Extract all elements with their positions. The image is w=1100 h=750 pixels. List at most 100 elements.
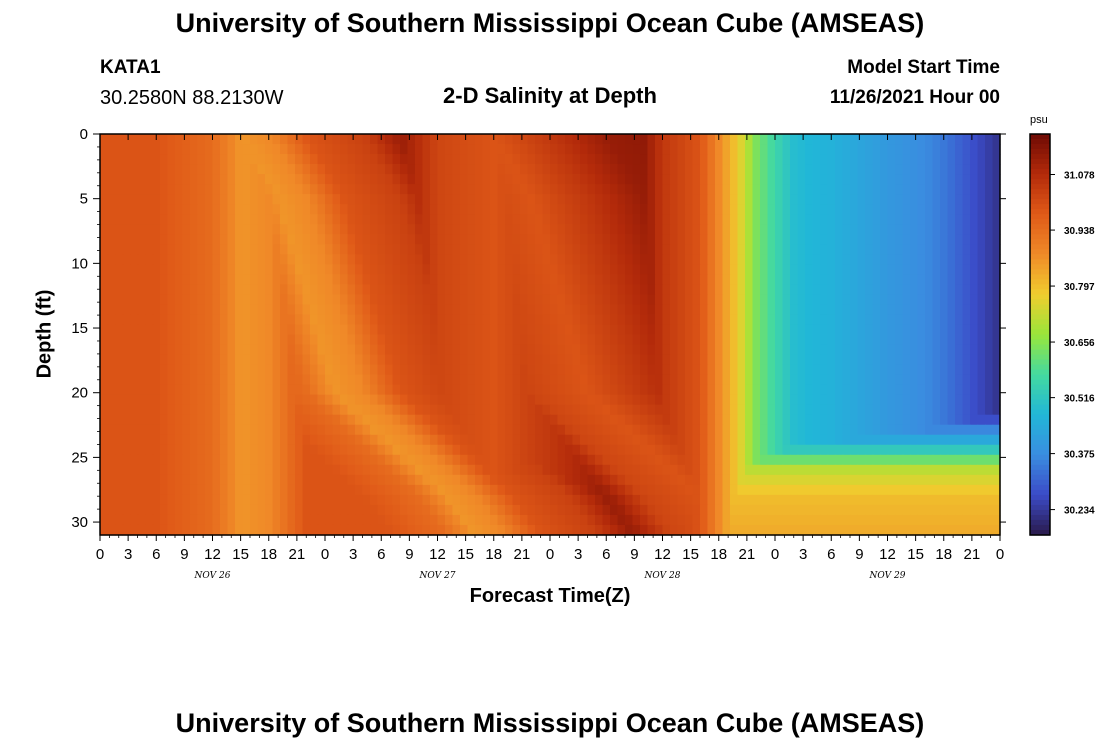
heatmap-cell [265,194,274,205]
heatmap-cell [272,204,281,215]
heatmap-cell [265,274,274,285]
heatmap-cell [970,164,979,175]
heatmap-cell [317,474,326,486]
heatmap-cell [827,414,836,426]
heatmap-cell [287,424,296,436]
heatmap-cell [677,224,686,235]
heatmap-cell [115,304,124,316]
heatmap-cell [325,254,334,265]
heatmap-cell [992,474,1001,486]
heatmap-cell [887,444,896,456]
heatmap-cell [730,414,739,426]
heatmap-cell [160,184,169,195]
heatmap-cell [302,324,311,336]
heatmap-cell [887,384,896,396]
heatmap-cell [685,494,694,506]
heatmap-cell [332,414,341,426]
heatmap-cell [437,424,446,436]
heatmap-cell [782,444,791,456]
heatmap-cell [992,314,1001,326]
heatmap-cell [347,374,356,386]
heatmap-cell [895,374,904,386]
heatmap-cell [302,314,311,326]
heatmap-cell [100,414,109,426]
heatmap-cell [107,214,116,225]
heatmap-cell [302,444,311,456]
heatmap-cell [265,344,274,356]
heatmap-cell [790,304,799,316]
heatmap-cell [227,494,236,506]
heatmap-cell [310,484,319,496]
heatmap-cell [910,374,919,386]
heatmap-cell [130,204,139,215]
heatmap-cell [490,334,499,346]
heatmap-cell [745,464,754,476]
heatmap-cell [220,414,229,426]
heatmap-cell [212,444,221,456]
heatmap-cell [370,204,379,215]
heatmap-cell [550,374,559,386]
heatmap-cell [752,384,761,396]
heatmap-cell [670,334,679,346]
heatmap-cell [722,404,731,416]
heatmap-cell [467,494,476,506]
heatmap-cell [865,334,874,346]
heatmap-cell [625,464,634,476]
heatmap-cell [385,234,394,245]
heatmap-cell [430,144,439,155]
heatmap-cell [535,244,544,255]
heatmap-cell [325,204,334,215]
heatmap-cell [107,144,116,155]
heatmap-cell [482,234,491,245]
heatmap-cell [602,504,611,516]
heatmap-cell [767,174,776,185]
heatmap-cell [835,154,844,165]
heatmap-cell [302,424,311,436]
heatmap-cell [610,334,619,346]
heatmap-cell [932,354,941,366]
heatmap-cell [632,154,641,165]
heatmap-cell [377,394,386,406]
heatmap-cell [370,254,379,265]
heatmap-cell [662,194,671,205]
x-tick-label: 15 [682,546,699,563]
heatmap-cell [152,344,161,356]
heatmap-cell [535,404,544,416]
heatmap-cell [865,394,874,406]
heatmap-cell [385,294,394,306]
heatmap-cell [235,474,244,486]
heatmap-cell [422,154,431,165]
heatmap-cell [977,364,986,376]
heatmap-cell [722,154,731,165]
heatmap-cell [310,204,319,215]
heatmap-cell [992,374,1001,386]
heatmap-cell [992,444,1001,456]
heatmap-cell [392,214,401,225]
heatmap-cell [805,174,814,185]
heatmap-cell [895,184,904,195]
heatmap-cell [565,424,574,436]
heatmap-cell [820,284,829,296]
heatmap-cell [565,244,574,255]
heatmap-cell [580,264,589,275]
heatmap-cell [947,364,956,376]
heatmap-cell [940,414,949,426]
heatmap-cell [685,524,694,536]
heatmap-cell [685,444,694,456]
heatmap-cell [475,284,484,296]
heatmap-cell [190,454,199,466]
heatmap-cell [992,434,1001,446]
heatmap-cell [415,134,424,145]
heatmap-cell [842,254,851,265]
heatmap-cell [535,274,544,285]
heatmap-cell [617,314,626,326]
heatmap-cell [490,444,499,456]
heatmap-cell [775,254,784,265]
heatmap-cell [880,364,889,376]
heatmap-cell [790,194,799,205]
heatmap-cell [722,424,731,436]
heatmap-cell [295,514,304,526]
heatmap-cell [662,524,671,536]
heatmap-cell [820,344,829,356]
heatmap-cell [325,434,334,446]
